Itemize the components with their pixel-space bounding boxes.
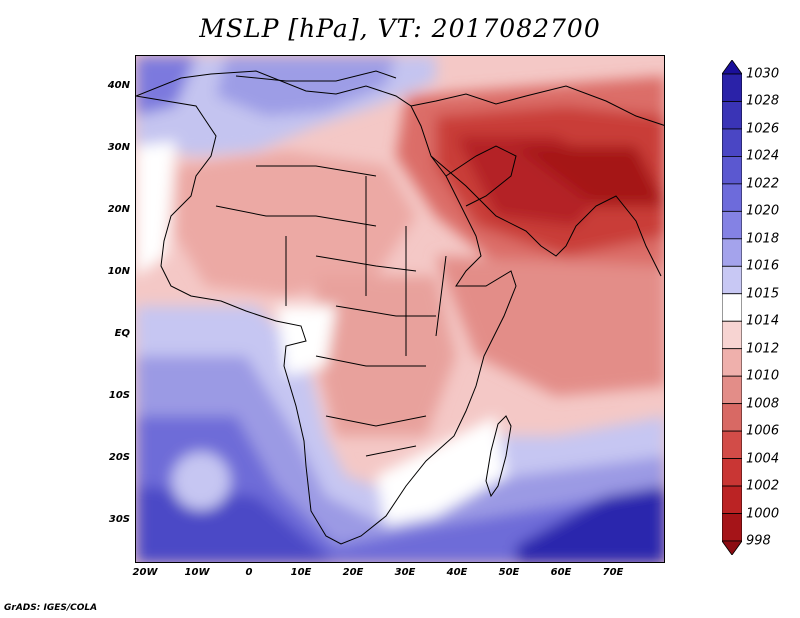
lat-label: 30S bbox=[108, 514, 130, 525]
lon-label: 60E bbox=[550, 567, 572, 578]
colorbar-segment bbox=[722, 73, 742, 102]
colorbar-label: 1016 bbox=[746, 258, 780, 274]
colorbar-segment bbox=[722, 101, 742, 130]
colorbar-label: 1024 bbox=[746, 148, 780, 164]
lat-label: 40N bbox=[107, 80, 130, 91]
lon-label: 20W bbox=[132, 567, 158, 578]
lon-label: 40E bbox=[446, 567, 468, 578]
colorbar-label: 1004 bbox=[746, 451, 780, 467]
lon-label: 0 bbox=[245, 567, 253, 578]
colorbar bbox=[722, 60, 742, 555]
colorbar-label: 1020 bbox=[746, 203, 780, 219]
chart-title: MSLP [hPa], VT: 2017082700 bbox=[199, 14, 601, 43]
lat-label: 10N bbox=[107, 266, 130, 277]
lat-label: EQ bbox=[114, 328, 130, 339]
colorbar-segment bbox=[722, 238, 742, 267]
colorbar-label: 1010 bbox=[746, 368, 780, 384]
lon-label: 10E bbox=[290, 567, 312, 578]
colorbar-segment bbox=[722, 403, 742, 432]
colorbar-top-arrow bbox=[722, 60, 742, 75]
colorbar-segment bbox=[722, 430, 742, 459]
lat-label: 20S bbox=[108, 452, 130, 463]
lon-label: 70E bbox=[602, 567, 624, 578]
lon-label: 30E bbox=[394, 567, 416, 578]
colorbar-segment bbox=[722, 458, 742, 487]
colorbar-label: 998 bbox=[746, 533, 771, 549]
lon-label: 10W bbox=[184, 567, 210, 578]
colorbar-segment bbox=[722, 156, 742, 185]
pressure-field bbox=[136, 56, 664, 562]
colorbar-segment bbox=[722, 513, 742, 542]
colorbar-segment bbox=[722, 293, 742, 322]
colorbar-label: 1026 bbox=[746, 121, 780, 137]
colorbar-segment bbox=[722, 265, 742, 295]
colorbar-label: 1022 bbox=[746, 176, 780, 192]
colorbar-label: 1012 bbox=[746, 341, 780, 357]
colorbar-segment bbox=[722, 375, 742, 405]
colorbar-segment bbox=[722, 348, 742, 377]
colorbar-label: 1018 bbox=[746, 231, 780, 247]
lon-label: 20E bbox=[342, 567, 364, 578]
lat-label: 20N bbox=[107, 204, 130, 215]
colorbar-bottom-arrow bbox=[722, 540, 742, 555]
mslp-map bbox=[135, 55, 665, 563]
colorbar-label: 1014 bbox=[746, 313, 780, 329]
credit-text: GrADS: IGES/COLA bbox=[4, 603, 98, 613]
colorbar-label: 1008 bbox=[746, 396, 780, 412]
colorbar-segment bbox=[722, 210, 742, 240]
colorbar-label: 1015 bbox=[746, 286, 780, 302]
colorbar-label: 1002 bbox=[746, 478, 780, 494]
colorbar-segment bbox=[722, 320, 742, 350]
colorbar-segment bbox=[722, 485, 742, 514]
colorbar-label: 1030 bbox=[746, 66, 780, 82]
colorbar-segment bbox=[722, 128, 742, 157]
colorbar-label: 1000 bbox=[746, 506, 780, 522]
colorbar-label: 1028 bbox=[746, 93, 780, 109]
coastline bbox=[136, 70, 664, 545]
colorbar-segment bbox=[722, 183, 742, 212]
lat-label: 10S bbox=[108, 390, 130, 401]
lon-label: 50E bbox=[498, 567, 520, 578]
lat-label: 30N bbox=[107, 142, 130, 153]
colorbar-label: 1006 bbox=[746, 423, 780, 439]
